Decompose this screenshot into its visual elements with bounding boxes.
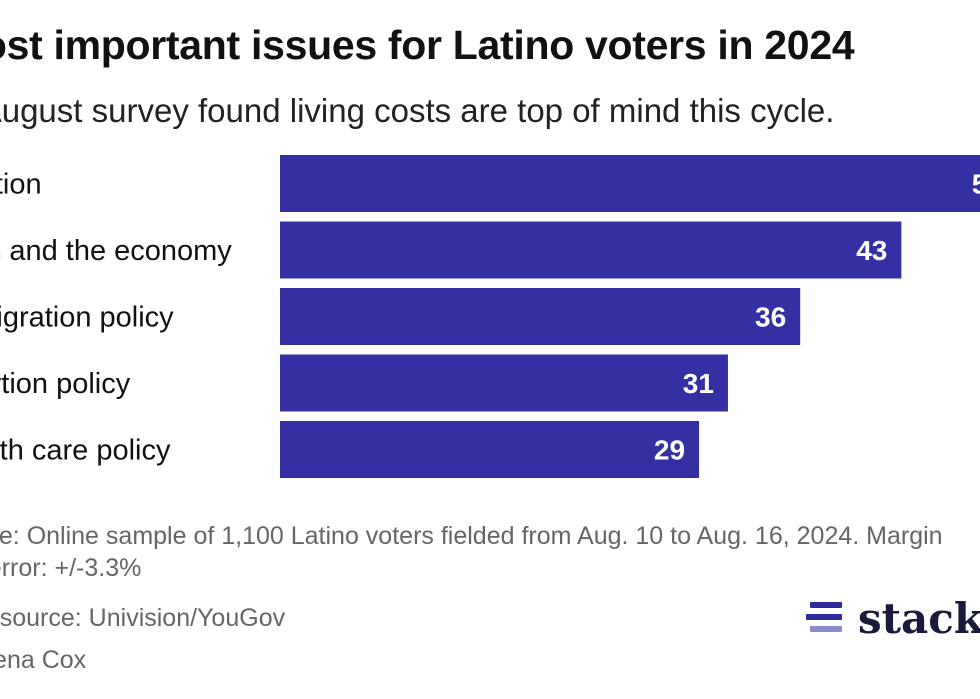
note-line-2: of error: +/-3.3%	[0, 554, 142, 582]
bar	[280, 155, 980, 212]
category-label: Immigration policy	[0, 302, 174, 334]
value-label: 31	[683, 368, 714, 399]
category-label: Health care policy	[0, 435, 171, 467]
chart-note: Note: Online sample of 1,100 Latino vote…	[0, 520, 980, 584]
chart-subtitle: An August survey found living costs are …	[0, 92, 835, 129]
category-label: Abortion policy	[0, 368, 131, 400]
bar	[280, 221, 902, 279]
stacker-logo: stacker	[806, 590, 980, 646]
category-label: Inflation	[0, 169, 42, 201]
data-source: Data source: Univision/YouGov	[0, 604, 286, 632]
value-label: 51	[972, 169, 980, 200]
bar	[280, 354, 728, 412]
logo-text: stacker	[858, 593, 980, 643]
category-label: Jobs and the economy	[0, 235, 232, 267]
value-label: 36	[755, 302, 786, 333]
bar	[280, 288, 801, 345]
stack-lines-icon	[806, 596, 846, 640]
value-label: 43	[856, 235, 887, 266]
bar	[280, 421, 700, 478]
note-line-1: Note: Online sample of 1,100 Latino vote…	[0, 522, 943, 550]
bar-chart: Inflation 51 Jobs and the economy 43 Immigra…	[0, 155, 980, 478]
value-label: 29	[654, 435, 685, 466]
author-credit: Dena Cox	[0, 646, 87, 674]
chart-title: Most important issues for Latino voters …	[0, 22, 855, 68]
